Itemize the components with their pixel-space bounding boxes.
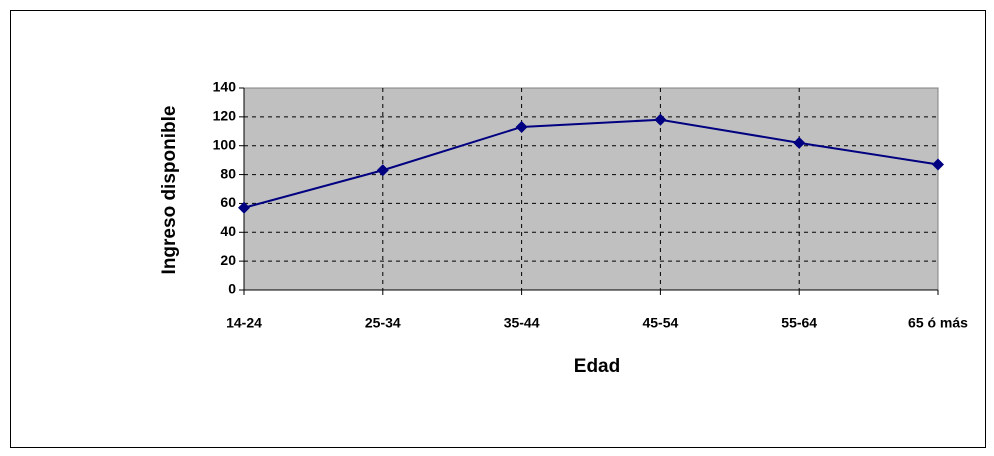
- marker: [515, 120, 528, 133]
- x-axis-title: Edad: [574, 356, 620, 377]
- series-line: [243, 118, 939, 209]
- x-tick-label: 55-64: [781, 315, 817, 331]
- y-tick-label: 80: [220, 165, 236, 181]
- y-tick-label: 20: [220, 252, 236, 268]
- y-tick-label: 100: [213, 136, 237, 152]
- y-axis-title: Ingreso disponible: [159, 106, 180, 275]
- y-tick-label: 60: [220, 194, 236, 210]
- x-tick-label: 65 ó más: [908, 315, 968, 331]
- y-tick-label: 120: [213, 108, 237, 124]
- x-tick-label: 45-54: [642, 315, 678, 331]
- x-tick-label: 35-44: [504, 315, 540, 331]
- marker: [238, 201, 250, 214]
- x-tick-label: 14-24: [226, 315, 262, 331]
- y-tick-label: 40: [220, 223, 236, 239]
- plot-area: [243, 87, 939, 291]
- x-tick-label: 25-34: [365, 315, 401, 331]
- marker: [376, 164, 389, 177]
- y-tick-label: 0: [228, 281, 236, 297]
- y-tick-label: 140: [213, 79, 237, 95]
- marker: [793, 136, 806, 149]
- marker: [932, 158, 944, 171]
- marker: [654, 113, 667, 126]
